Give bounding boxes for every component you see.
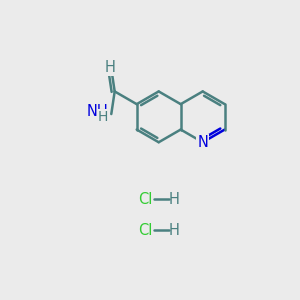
Text: H: H (168, 223, 179, 238)
Text: N: N (197, 135, 208, 150)
Text: H: H (168, 192, 179, 207)
Text: H: H (105, 60, 116, 75)
Text: NH: NH (86, 104, 108, 119)
Text: Cl: Cl (138, 192, 152, 207)
Text: H: H (98, 110, 108, 124)
Text: Cl: Cl (138, 223, 152, 238)
